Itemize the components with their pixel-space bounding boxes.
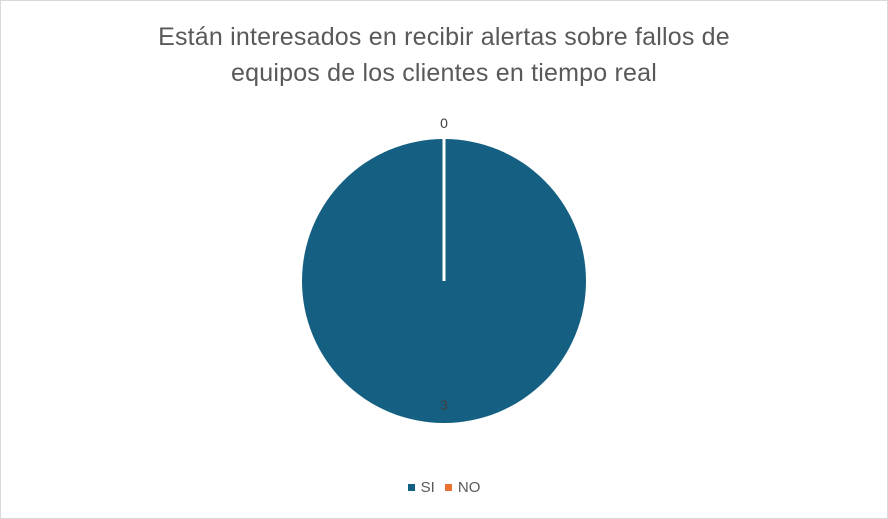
legend-item-no: NO: [445, 479, 481, 496]
data-label-si: 3: [440, 397, 448, 413]
legend-swatch-no: [445, 484, 452, 491]
pie-slices: [302, 139, 586, 423]
legend-swatch-si: [408, 484, 415, 491]
chart-legend: SI NO: [1, 478, 887, 496]
data-label-no: 0: [440, 115, 448, 131]
legend-label-si: SI: [421, 479, 435, 496]
legend-label-no: NO: [458, 479, 481, 496]
legend-item-si: SI: [408, 479, 435, 496]
